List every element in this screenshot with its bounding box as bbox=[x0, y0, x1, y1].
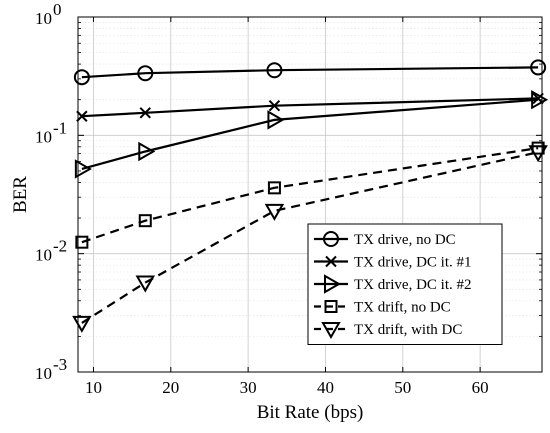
data-point bbox=[321, 322, 341, 340]
plot-frame bbox=[77, 16, 543, 373]
data-point bbox=[138, 214, 152, 228]
legend-label: TX drive, DC it. #2 bbox=[354, 277, 472, 293]
legend-entry: TX drive, DC it. #2 bbox=[314, 274, 472, 294]
series-line bbox=[81, 151, 539, 324]
series-line bbox=[81, 97, 539, 118]
x-tick-label: 30 bbox=[240, 378, 257, 397]
data-point bbox=[530, 59, 547, 76]
y-axis-label: BER bbox=[10, 176, 31, 213]
data-point bbox=[268, 99, 281, 112]
x-axis-label: Bit Rate (bps) bbox=[257, 402, 364, 423]
legend-entry: TX drive, DC it. #1 bbox=[314, 255, 472, 271]
series-line bbox=[81, 98, 539, 170]
y-tick-base: 10 bbox=[35, 364, 52, 383]
y-tick-base: 10 bbox=[35, 127, 52, 146]
x-tick-label: 20 bbox=[162, 378, 179, 397]
series-1 bbox=[76, 92, 544, 122]
data-point bbox=[266, 62, 283, 79]
data-point bbox=[73, 69, 90, 86]
y-tick-label: 10 bbox=[35, 246, 52, 265]
data-point bbox=[325, 255, 337, 268]
y-tick-exponent: -3 bbox=[53, 355, 67, 374]
y-tick-label: 10 bbox=[35, 364, 52, 383]
data-point bbox=[324, 274, 342, 294]
data-point bbox=[137, 65, 154, 82]
data-point bbox=[138, 141, 156, 162]
legend-entry: TX drift, no DC bbox=[314, 300, 451, 316]
y-tick-exponent: -2 bbox=[53, 237, 67, 256]
legend-label: TX drift, no DC bbox=[354, 300, 451, 316]
data-point bbox=[267, 181, 281, 195]
legend-label: TX drift, with DC bbox=[354, 322, 462, 338]
data-point bbox=[324, 300, 338, 313]
legend-entry: TX drift, with DC bbox=[314, 322, 462, 340]
data-point bbox=[75, 235, 89, 249]
x-tick-label: 40 bbox=[317, 378, 334, 397]
series-line bbox=[81, 147, 539, 244]
data-point bbox=[323, 231, 339, 247]
y-tick-base: 10 bbox=[35, 9, 52, 28]
y-tick-base: 10 bbox=[35, 246, 52, 265]
series-3 bbox=[75, 141, 545, 249]
x-tick-label: 10 bbox=[85, 378, 102, 397]
data-point bbox=[74, 159, 92, 179]
y-tick-label: 10 bbox=[35, 9, 52, 28]
legend-label: TX drive, no DC bbox=[354, 232, 456, 248]
y-tick-label: 10 bbox=[35, 127, 52, 146]
data-point bbox=[267, 110, 285, 130]
data-point bbox=[135, 275, 156, 293]
series-2 bbox=[74, 89, 549, 179]
y-tick-exponent: -1 bbox=[53, 118, 67, 137]
series-layer bbox=[72, 59, 549, 333]
legend-label: TX drive, DC it. #1 bbox=[354, 255, 472, 271]
legend-entry: TX drive, no DC bbox=[314, 231, 456, 248]
x-tick-label: 50 bbox=[394, 378, 411, 397]
y-tick-exponent: 0 bbox=[53, 0, 62, 19]
series-line bbox=[81, 66, 539, 79]
data-point bbox=[531, 141, 545, 155]
data-point bbox=[76, 110, 88, 122]
data-point bbox=[531, 89, 549, 110]
data-point bbox=[264, 203, 285, 221]
legend: TX drive, no DC TX drive, DC it. #1 TX dri… bbox=[307, 223, 503, 345]
x-tick-label: 60 bbox=[472, 378, 489, 397]
series-0 bbox=[73, 59, 547, 86]
data-point bbox=[139, 107, 151, 119]
